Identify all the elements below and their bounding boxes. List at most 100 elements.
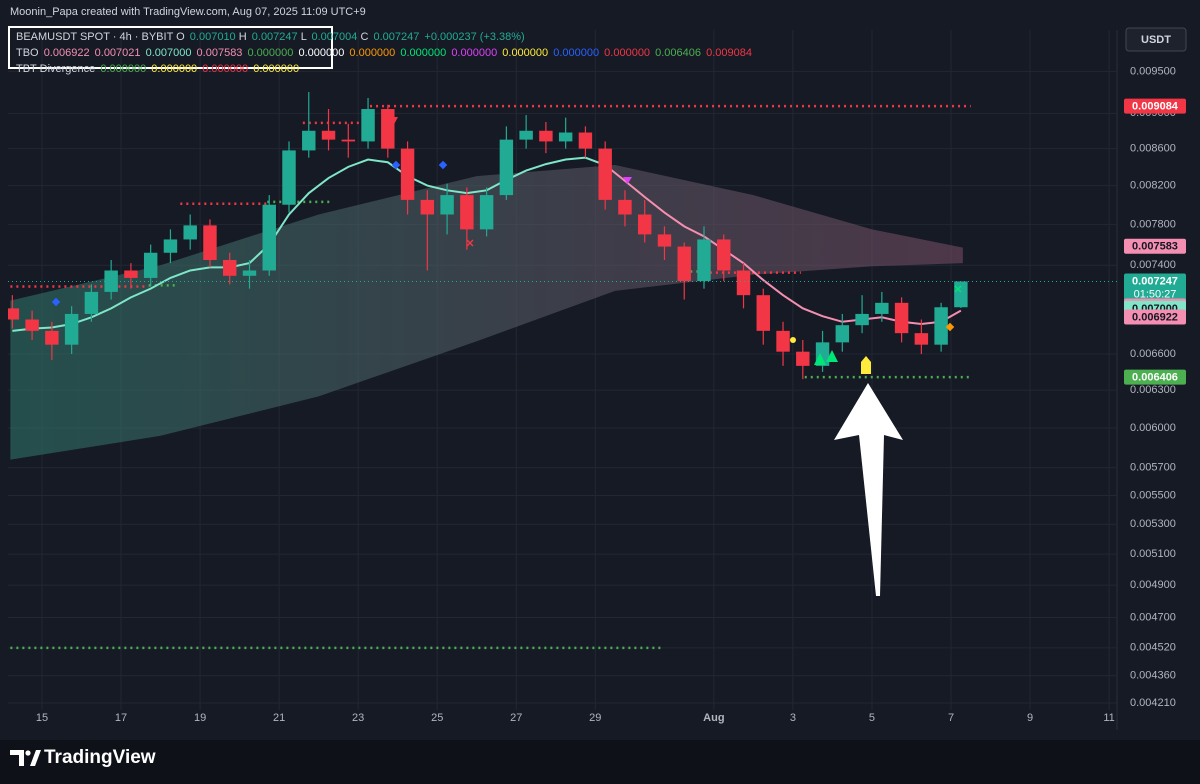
candle-body	[460, 195, 474, 230]
candle-body	[835, 325, 850, 343]
logo-slash	[30, 750, 41, 766]
candle-body	[45, 330, 59, 345]
footer-bar	[0, 740, 1200, 784]
x-tick-label: 29	[589, 712, 601, 724]
legend-value: 0.007583	[197, 47, 243, 59]
x-tick-label: 9	[1027, 712, 1033, 724]
x-tick-label: 17	[115, 712, 127, 724]
legend-value: 0.000000	[349, 47, 395, 59]
candle-body	[796, 351, 810, 366]
legend-value: 0.006406	[655, 47, 701, 59]
candle-body	[400, 148, 415, 200]
price-tag	[1124, 238, 1186, 254]
candle-body	[657, 234, 672, 247]
sell-signal	[384, 117, 398, 130]
diamond	[945, 322, 955, 332]
candle-body	[440, 195, 454, 215]
candle-body	[875, 302, 889, 314]
x-tick-label: Aug	[703, 712, 724, 724]
x-tick-label: 11	[1103, 712, 1114, 724]
candle-body	[321, 130, 336, 140]
pivot-dot	[790, 337, 796, 343]
legend-symbol: BEAMUSDT SPOT · 4h · BYBIT	[16, 31, 174, 43]
y-tick-label: 0.005100	[1130, 548, 1176, 560]
y-tick-label: 0.008600	[1130, 143, 1176, 155]
x-tick-label: 5	[869, 712, 875, 724]
legend-value: 0.000000	[553, 47, 599, 59]
candle-body	[104, 270, 118, 292]
candle-body	[262, 204, 276, 271]
candle-body	[894, 302, 909, 334]
candle-body	[203, 225, 217, 261]
y-tick-label: 0.004520	[1130, 642, 1176, 654]
candle-body	[677, 246, 691, 282]
logo-dot	[25, 750, 31, 756]
y-tick-label: 0.006600	[1130, 348, 1176, 360]
y-tick-label: 0.007400	[1130, 259, 1176, 271]
candle-body	[776, 330, 790, 352]
price-tag-label: 0.007583	[1132, 241, 1178, 253]
diamond	[391, 160, 401, 170]
brand-name: TradingView	[44, 747, 156, 768]
y-tick-label: 0.006300	[1130, 384, 1176, 396]
candle-body	[618, 199, 632, 215]
legend-value: 0.006922	[44, 47, 90, 59]
candle-body	[381, 109, 395, 149]
buy-signal	[814, 353, 826, 365]
legend-name: TBO	[16, 47, 39, 59]
y-tick-label: 0.004210	[1130, 697, 1176, 709]
candle-body	[124, 270, 138, 278]
price-tag-label: 0.006922	[1132, 311, 1178, 323]
candle-body	[143, 252, 158, 278]
legend-value: 0.000000	[451, 47, 497, 59]
candle-body	[914, 333, 929, 345]
price-tag-label: 0.009084	[1132, 101, 1179, 113]
y-tick-label: 0.005500	[1130, 489, 1176, 501]
candle-body	[598, 148, 612, 200]
candle-body	[361, 109, 375, 142]
legend-value: 0.000000	[298, 47, 344, 59]
candle-body	[8, 308, 20, 320]
legend-row: BEAMUSDT SPOT · 4h · BYBIT O 0.007010 H …	[16, 31, 525, 43]
candle-body	[934, 307, 948, 345]
candle-body	[64, 313, 79, 345]
pivot-signal	[861, 356, 871, 374]
y-tick-label: 0.004360	[1130, 670, 1176, 682]
candle-body	[637, 214, 652, 235]
x-tick-label: 27	[510, 712, 522, 724]
buy-signal	[826, 350, 838, 362]
price-tag	[1124, 309, 1186, 325]
price-tag	[1124, 369, 1186, 385]
candle-body	[25, 319, 39, 331]
currency-button[interactable]	[1125, 27, 1187, 52]
candle-body	[183, 225, 197, 240]
legend-value: 0.007247	[252, 31, 298, 43]
candle-body	[341, 139, 356, 142]
legend-value: 0.000000	[151, 63, 197, 75]
price-tag-label: 0.007247	[1132, 275, 1178, 287]
candle-body	[163, 239, 178, 253]
cross	[954, 285, 962, 293]
price-tag	[1124, 273, 1186, 302]
legend-value: 0.000000	[202, 63, 248, 75]
legend-change: +0.000237 (+3.38%)	[424, 31, 524, 43]
legend-key: H	[239, 31, 247, 43]
candle-body	[855, 313, 869, 326]
currency-label: USDT	[1141, 34, 1171, 46]
candle-body	[479, 195, 494, 230]
legend-value: 0.000000	[100, 63, 146, 75]
legend-box	[8, 26, 333, 69]
price-tag-countdown: 01:50:27	[1134, 288, 1177, 300]
y-tick-label: 0.008200	[1130, 179, 1176, 191]
x-tick-label: 7	[948, 712, 954, 724]
diamond	[51, 297, 61, 307]
y-tick-label: 0.004900	[1130, 579, 1176, 591]
legend-value: 0.007000	[146, 47, 192, 59]
candle-body	[539, 130, 553, 142]
x-tick-label: 3	[790, 712, 796, 724]
legend-key: C	[360, 31, 368, 43]
legend-name: TBT Divergence	[16, 63, 95, 75]
y-tick-label: 0.005700	[1130, 462, 1176, 474]
y-tick-label: 0.007800	[1130, 218, 1176, 230]
